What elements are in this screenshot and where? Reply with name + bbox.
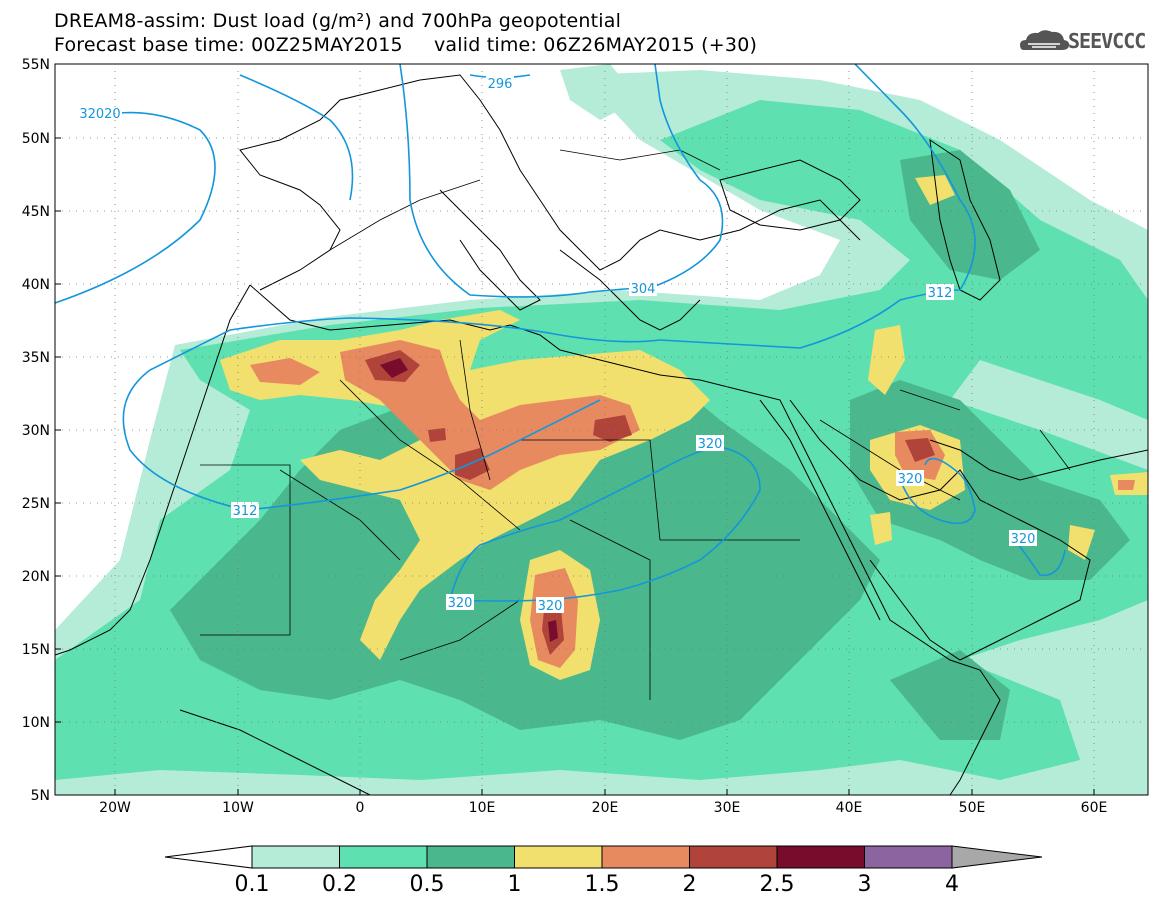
red-sea-coast <box>759 399 881 621</box>
dust-fields <box>55 64 1148 795</box>
contour-label-bg <box>446 594 474 610</box>
lat-tick-label: 30N <box>22 423 50 439</box>
colorbar-label: 4 <box>945 872 959 897</box>
colorbar-label: 0.5 <box>409 872 445 897</box>
forecast-times: Forecast base time: 00Z25MAY2015 valid t… <box>54 34 758 56</box>
contour-label: 320 <box>448 596 473 611</box>
geopotential-contours <box>55 64 1066 602</box>
contour-label: 320 <box>1011 532 1036 547</box>
contour-320 <box>449 446 1066 602</box>
dust-level-1.5 <box>1118 480 1135 490</box>
contour-label: 320 <box>538 599 563 614</box>
dust-level-2 <box>593 415 632 442</box>
contour-label: 32020 <box>79 107 120 122</box>
lat-tick-label: 50N <box>22 131 50 147</box>
lon-tick-label: 60E <box>1081 800 1108 816</box>
colorbar-label: 2.5 <box>759 872 795 897</box>
lon-tick-label: 10E <box>469 800 496 816</box>
dust-level-1 <box>1068 525 1095 560</box>
lat-tick-label: 15N <box>22 642 50 658</box>
colorbar-segment <box>514 845 603 869</box>
longitude-labels: 20W 10W 0 10E 20E 30E 40E 50E 60E <box>99 789 1107 816</box>
africa-coast <box>55 284 1001 795</box>
lon-tick-label: 40E <box>836 800 863 816</box>
colorbar-high-arrow <box>951 845 1043 869</box>
dust-level-0.5 <box>890 650 1010 740</box>
lat-tick-label: 55N <box>22 57 50 73</box>
contour-label: 312 <box>233 504 258 519</box>
cloud-logo-icon <box>1020 30 1070 50</box>
europe-coast <box>239 74 861 291</box>
contour-labels: 32020 296 304 312 312 320 320 320 320 320 <box>78 75 1037 614</box>
contour-label-bg <box>696 435 724 451</box>
dust-level-0.1 <box>560 64 640 120</box>
colorbar <box>164 845 1043 869</box>
colorbar-label: 2 <box>682 872 697 897</box>
dust-level-2 <box>455 448 490 480</box>
colorbar-label: 0.1 <box>234 872 270 897</box>
colorbar-label: 1.5 <box>584 872 620 897</box>
lon-tick-label: 10W <box>222 800 254 816</box>
colorbar-segment <box>426 845 515 869</box>
colorbar-segment <box>339 845 428 869</box>
dust-level-1 <box>870 512 892 545</box>
caspian-coast <box>929 138 1001 301</box>
coastlines <box>55 74 1148 795</box>
lon-tick-label: 20W <box>99 800 131 816</box>
contour-label-bg <box>486 75 514 91</box>
colorbar-label: 0.2 <box>322 872 357 897</box>
colorbar-segment <box>689 845 778 869</box>
contour-label-bg <box>1009 530 1037 546</box>
italy-coast <box>439 189 541 311</box>
greece-coast <box>559 249 701 331</box>
latitude-labels: 55N 50N 45N 40N 35N 30N 25N 20N 15N 10N 5N <box>22 57 61 804</box>
contour-296 <box>239 74 531 201</box>
lon-tick-label: 20E <box>592 800 619 816</box>
dust-level-1.5 <box>250 358 320 385</box>
contour-320-west <box>55 111 216 304</box>
contour-label: 320 <box>898 472 923 487</box>
map-title: DREAM8-assim: Dust load (g/m²) and 700hP… <box>54 10 622 32</box>
contour-label: 304 <box>631 282 656 297</box>
dust-level-1.5 <box>340 340 640 490</box>
colorbar-segment <box>251 845 340 869</box>
contour-label: 320 <box>698 437 723 452</box>
colorbar-label: 3 <box>857 872 872 897</box>
lat-tick-label: 25N <box>22 496 50 512</box>
contour-304 <box>399 64 724 298</box>
colorbar-low-arrow <box>164 845 253 869</box>
contour-312 <box>122 64 976 511</box>
lat-tick-label: 35N <box>22 350 50 366</box>
dust-level-2 <box>905 438 935 462</box>
lat-tick-label: 45N <box>22 204 50 220</box>
lat-tick-label: 10N <box>22 715 50 731</box>
gridlines <box>55 64 1148 795</box>
colorbar-segment <box>864 845 953 869</box>
contour-label: 296 <box>488 77 513 92</box>
lon-tick-label: 30E <box>714 800 741 816</box>
dust-level-1 <box>915 175 955 205</box>
contour-label-bg <box>78 105 122 121</box>
lat-tick-label: 5N <box>31 788 50 804</box>
contour-label-bg <box>926 284 954 300</box>
seevccc-logo-text: SEEVCCC <box>1068 29 1146 53</box>
gulf-coast <box>929 439 1148 481</box>
lon-tick-label: 50E <box>959 800 986 816</box>
lon-tick-label: 0 <box>356 800 365 816</box>
contour-label-bg <box>896 470 924 486</box>
lat-tick-label: 20N <box>22 569 50 585</box>
colorbar-label: 1 <box>507 872 522 897</box>
dust-level-2 <box>428 428 446 442</box>
arabia-coast <box>789 399 1091 661</box>
dust-level-1 <box>868 325 905 395</box>
contour-label-bg <box>536 597 564 613</box>
colorbar-segment <box>601 845 690 869</box>
dust-level-2.5 <box>548 620 558 642</box>
dust-level-2.5 <box>380 358 408 378</box>
colorbar-segment <box>776 845 865 869</box>
contour-label: 312 <box>928 286 953 301</box>
black-sea-coast <box>719 159 861 231</box>
lat-tick-label: 40N <box>22 277 50 293</box>
